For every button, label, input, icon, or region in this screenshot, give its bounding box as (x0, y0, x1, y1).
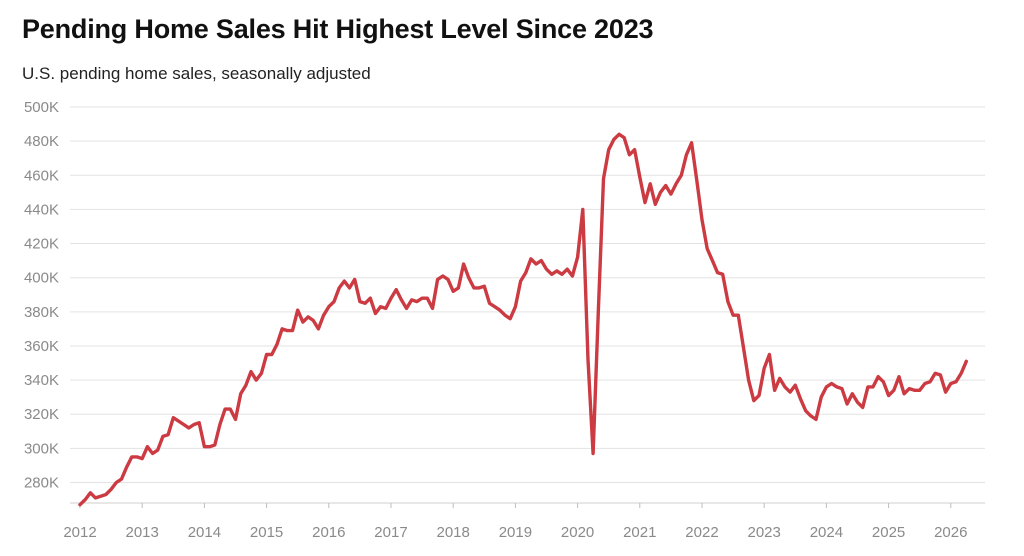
y-tick-label: 400K (24, 270, 59, 287)
x-tick-label: 2012 (63, 524, 96, 541)
y-tick-label: 420K (24, 236, 59, 253)
x-tick-label: 2014 (188, 524, 221, 541)
x-tick-label: 2017 (374, 524, 407, 541)
x-axis-ticks: 2012 2013 2014 2015 2016 2017 2018 2019 2020 2021… (63, 503, 967, 541)
x-tick-label: 2023 (748, 524, 781, 541)
chart-subtitle: U.S. pending home sales, seasonally adju… (22, 64, 371, 83)
x-tick-label: 2025 (872, 524, 905, 541)
x-tick-label: 2016 (312, 524, 345, 541)
x-tick-label: 2018 (437, 524, 470, 541)
x-tick-label: 2026 (934, 524, 967, 541)
x-tick-label: 2024 (810, 524, 843, 541)
y-tick-label: 320K (24, 406, 59, 423)
y-tick-label: 460K (24, 167, 59, 184)
x-tick-label: 2020 (561, 524, 594, 541)
series-layer (78, 132, 968, 507)
x-tick-label: 2019 (499, 524, 532, 541)
y-tick-label: 300K (24, 440, 59, 457)
y-tick-label: 360K (24, 338, 59, 355)
x-tick-label: 2021 (623, 524, 656, 541)
grid-lines (70, 106, 985, 504)
x-tick-label: 2022 (685, 524, 718, 541)
series-line-pending-home-sales (78, 132, 968, 507)
y-tick-label: 280K (24, 475, 59, 492)
y-tick-label: 480K (24, 133, 59, 150)
y-tick-label: 380K (24, 304, 59, 321)
x-tick-label: 2013 (126, 524, 159, 541)
y-tick-label: 500K (24, 99, 59, 116)
y-tick-label: 340K (24, 372, 59, 389)
chart-title: Pending Home Sales Hit Highest Level Sin… (22, 14, 654, 44)
y-axis-ticks: 280K 300K 320K 340K 360K 380K 400K 420K 440K 460K… (24, 99, 59, 492)
y-tick-label: 440K (24, 201, 59, 218)
x-tick-label: 2015 (250, 524, 283, 541)
